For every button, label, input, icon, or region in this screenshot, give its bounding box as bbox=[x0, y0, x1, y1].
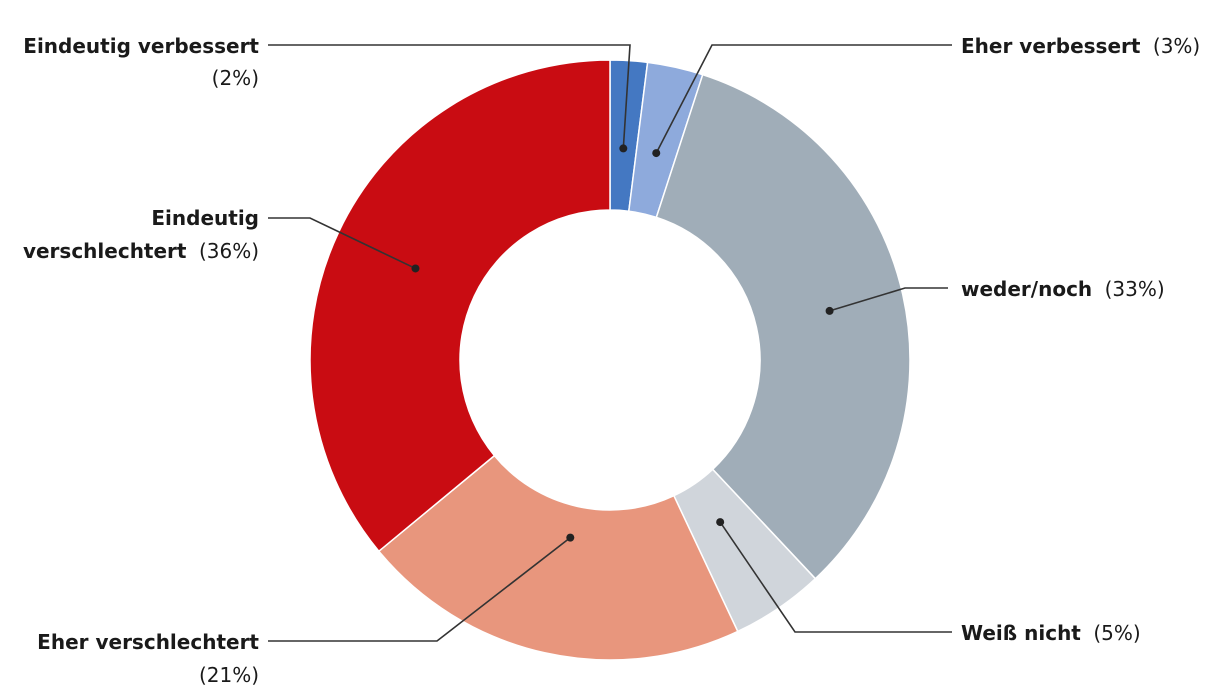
leader-line-eher-verschlechtert bbox=[268, 536, 571, 642]
label-eindeutig-verschlechtert-line1: Eindeutig bbox=[151, 206, 259, 230]
leader-dot-eher-verschlechtert bbox=[566, 533, 575, 542]
label-eher-verschlechtert: Eher verschlechtert bbox=[37, 630, 259, 654]
pct-eher-verschlechtert: (21%) bbox=[199, 663, 259, 687]
label-eindeutig-verschlechtert-word2: verschlechtert bbox=[23, 239, 187, 263]
leaders-group bbox=[268, 44, 952, 642]
label-weder-noch-line: weder/noch (33%) bbox=[961, 277, 1165, 301]
slice-weder-noch bbox=[655, 73, 911, 580]
leader-line-weiss-nicht bbox=[719, 521, 952, 633]
slices-group bbox=[309, 59, 911, 661]
leader-dot-eindeutig-verschlechtert bbox=[411, 264, 420, 273]
label-eindeutig-verbessert: Eindeutig verbessert bbox=[23, 34, 259, 58]
slice-eindeutig-verschlechtert bbox=[309, 59, 611, 553]
label-eindeutig-verschlechtert-line2: verschlechtert (36%) bbox=[23, 239, 259, 263]
label-weder-noch: weder/noch bbox=[961, 277, 1092, 301]
pct-eindeutig-verschlechtert: (36%) bbox=[199, 239, 259, 263]
label-weiss-nicht: Weiß nicht bbox=[961, 621, 1081, 645]
pct-weiss-nicht: (5%) bbox=[1093, 621, 1140, 645]
leader-line-eindeutig-verbessert bbox=[268, 44, 631, 149]
leader-dot-weder-noch bbox=[825, 306, 834, 315]
pct-eher-verbessert: (3%) bbox=[1153, 34, 1200, 58]
label-eher-verbessert: Eher verbessert bbox=[961, 34, 1141, 58]
labels-group: Eindeutig verbessert (2%) Eher verbesser… bbox=[23, 34, 1200, 687]
pct-weder-noch: (33%) bbox=[1105, 277, 1165, 301]
leader-dot-eindeutig-verbessert bbox=[619, 144, 628, 153]
label-weiss-nicht-line: Weiß nicht (5%) bbox=[961, 621, 1141, 645]
label-eher-verbessert-line: Eher verbessert (3%) bbox=[961, 34, 1200, 58]
leader-line-eindeutig-verschlechtert bbox=[268, 217, 416, 270]
leader-line-eher-verbessert bbox=[655, 44, 952, 154]
pct-eindeutig-verbessert: (2%) bbox=[212, 66, 259, 90]
leader-line-weder-noch bbox=[829, 287, 948, 312]
slice-eher-verschlechtert bbox=[377, 454, 739, 661]
leader-dot-weiss-nicht bbox=[716, 518, 725, 527]
leader-dot-eher-verbessert bbox=[652, 149, 661, 158]
